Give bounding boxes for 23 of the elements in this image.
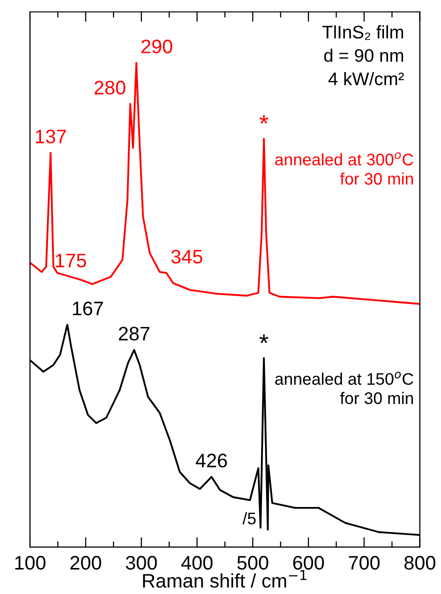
- x-tick-label: 100: [15, 556, 46, 570]
- annotation: 290: [142, 40, 172, 54]
- series-label: annealed at 300$^{o}$C for 30 min: [275, 152, 414, 185]
- annotation: TlInS₂ film d = 90 nm 4 kW/cm²: [322, 25, 404, 86]
- annotation: /5: [242, 512, 256, 524]
- x-tick-label: 300: [126, 556, 157, 570]
- annotation: *: [259, 334, 268, 344]
- annotation: 287: [118, 326, 150, 341]
- annotation: 137: [36, 130, 66, 144]
- annotation: 280: [94, 80, 126, 95]
- annotation: 426: [196, 454, 227, 468]
- annotation: 175: [56, 254, 86, 268]
- x-axis-title: Raman shift / cm$^{−1}$: [143, 570, 306, 588]
- x-tick-label: 600: [293, 556, 324, 570]
- x-tick-label: 200: [70, 556, 102, 570]
- x-tick-label: 400: [181, 556, 213, 570]
- x-tick-label: 500: [237, 556, 268, 570]
- series-label: annealed at 150$^{o}$C for 30 min: [275, 372, 414, 404]
- x-tick-label: 800: [404, 556, 436, 570]
- annotation: 345: [171, 250, 202, 264]
- annotation: 167: [72, 302, 103, 316]
- annotation: *: [259, 115, 268, 124]
- x-tick-label: 700: [348, 556, 380, 570]
